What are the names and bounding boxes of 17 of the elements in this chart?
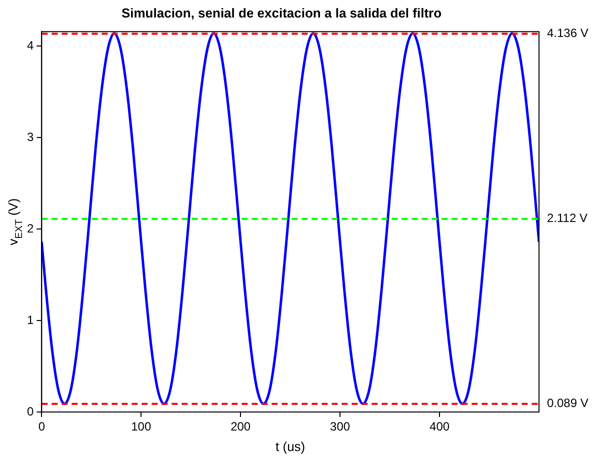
y-axis-title: vEXT (V) bbox=[6, 198, 25, 246]
x-tick-label: 300 bbox=[330, 420, 350, 434]
x-tick-label: 100 bbox=[131, 420, 152, 434]
y-tick-label: 2 bbox=[26, 221, 34, 236]
y-tick-label: 1 bbox=[26, 312, 34, 327]
ref-line-label: 0.089 V bbox=[547, 396, 588, 410]
x-tick-label: 400 bbox=[430, 420, 450, 434]
line-series bbox=[42, 32, 539, 406]
x-axis-title: t (us) bbox=[276, 438, 306, 454]
x-tick-label: 0 bbox=[38, 420, 46, 434]
ref-line-label: 2.112 V bbox=[547, 211, 588, 226]
y-tick-label: 4 bbox=[26, 38, 34, 53]
y-tick-label: 3 bbox=[26, 130, 34, 144]
ref-line-label: 4.136 V bbox=[547, 26, 588, 40]
x-tick-label: 200 bbox=[230, 420, 251, 434]
y-tick-label: 0 bbox=[26, 404, 34, 418]
chart-title: Simulacion, senial de excitacion a la salida del filtro bbox=[121, 5, 442, 20]
